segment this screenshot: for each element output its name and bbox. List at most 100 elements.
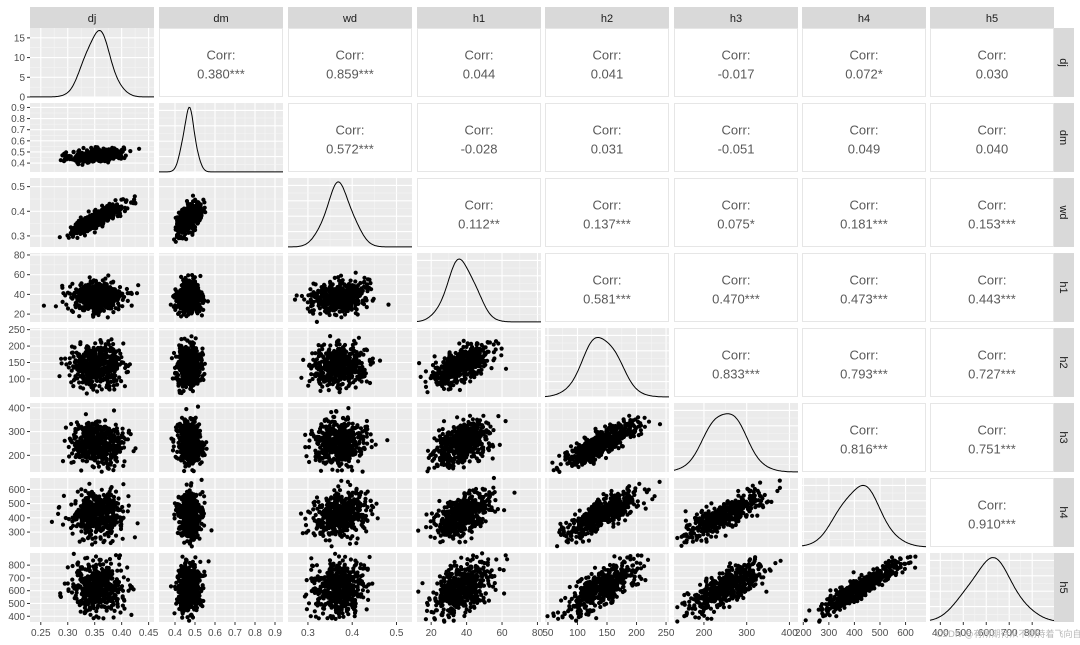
data-point <box>193 281 198 286</box>
strip-right-dm <box>1052 103 1074 172</box>
data-point <box>173 227 179 232</box>
strip-right-wd <box>1052 178 1074 247</box>
data-point <box>128 149 133 154</box>
data-point <box>184 199 190 204</box>
data-point <box>361 352 366 357</box>
data-point <box>355 312 360 317</box>
data-point <box>317 362 322 367</box>
data-point <box>183 384 189 390</box>
data-point <box>332 376 337 381</box>
data-point <box>109 379 114 384</box>
data-point <box>113 295 118 300</box>
data-point <box>109 299 114 305</box>
data-point <box>197 352 202 357</box>
panel-h1-wd <box>288 253 412 324</box>
data-point <box>119 379 124 384</box>
data-point <box>197 302 202 307</box>
data-point <box>87 150 92 156</box>
data-point <box>87 357 92 362</box>
data-point <box>122 384 127 389</box>
data-point <box>63 356 68 361</box>
corr-label: Corr: <box>593 48 622 63</box>
strip-right-h1 <box>1052 253 1074 322</box>
data-point <box>85 282 91 287</box>
data-point <box>104 208 110 213</box>
data-point <box>201 307 206 312</box>
data-point <box>333 300 338 305</box>
data-point <box>82 357 87 363</box>
data-point <box>58 158 63 163</box>
panel-h1-h5: Corr:0.443*** <box>930 253 1054 322</box>
data-point <box>125 206 130 211</box>
data-point <box>97 211 102 216</box>
data-point <box>91 387 96 392</box>
data-point <box>89 368 94 373</box>
data-point <box>99 293 104 298</box>
data-point <box>187 378 192 383</box>
data-point <box>109 337 114 342</box>
data-point <box>199 313 204 318</box>
data-point <box>328 343 333 348</box>
data-point <box>71 364 76 369</box>
corr-value: -0.051 <box>718 142 755 157</box>
data-point <box>190 193 196 198</box>
panel-dj-h4: Corr:0.072* <box>802 28 926 97</box>
data-point <box>324 297 329 302</box>
strip-right-label-dm: dm <box>1057 130 1069 145</box>
data-point <box>116 151 121 156</box>
corr-label: Corr: <box>722 48 751 63</box>
data-point <box>111 383 116 388</box>
data-point <box>106 273 111 278</box>
corr-panel-background <box>930 178 1054 247</box>
corr-panel-background <box>288 28 412 97</box>
corr-value: 0.470*** <box>712 292 760 307</box>
data-point <box>335 284 340 290</box>
data-point <box>333 379 338 384</box>
data-point <box>493 347 498 352</box>
data-point <box>349 304 354 309</box>
data-point <box>186 346 191 351</box>
data-point <box>309 301 314 306</box>
corr-value: 0.153*** <box>968 217 1016 232</box>
data-point <box>368 362 373 367</box>
data-point <box>97 222 102 227</box>
data-point <box>77 380 82 385</box>
data-point <box>345 303 350 309</box>
corr-value: 0.075* <box>717 217 755 232</box>
data-point <box>417 361 422 366</box>
data-point <box>107 289 112 294</box>
data-point <box>123 365 128 371</box>
data-point <box>349 347 354 352</box>
data-point <box>109 280 114 285</box>
data-point <box>108 345 113 350</box>
data-point <box>113 198 118 203</box>
data-point <box>333 356 338 361</box>
data-point <box>360 300 365 305</box>
panel-h2-h1 <box>417 328 541 397</box>
data-point <box>184 314 189 319</box>
corr-value: 0.049 <box>848 142 881 157</box>
corr-label: Corr: <box>850 123 879 138</box>
strip-top-h4 <box>802 7 926 28</box>
data-point <box>423 379 428 384</box>
data-point <box>489 366 494 371</box>
data-point <box>118 293 123 298</box>
strip-right-h5 <box>1052 553 1074 622</box>
data-point <box>82 285 87 291</box>
data-point <box>66 365 71 370</box>
data-point <box>118 351 123 356</box>
corr-panel-background <box>288 103 412 172</box>
strip-right-h2 <box>1052 328 1074 397</box>
data-point <box>87 275 92 280</box>
data-point <box>386 302 391 307</box>
corr-label: Corr: <box>978 123 1007 138</box>
corr-label: Corr: <box>978 48 1007 63</box>
panel-dm-h3: Corr:-0.051 <box>674 103 798 172</box>
data-point <box>177 388 182 393</box>
data-point <box>107 365 112 370</box>
data-point <box>200 352 206 357</box>
data-point <box>188 340 193 345</box>
data-point <box>302 297 307 302</box>
corr-value: 0.137*** <box>583 217 631 232</box>
strip-top-label-wd: wd <box>342 13 357 25</box>
